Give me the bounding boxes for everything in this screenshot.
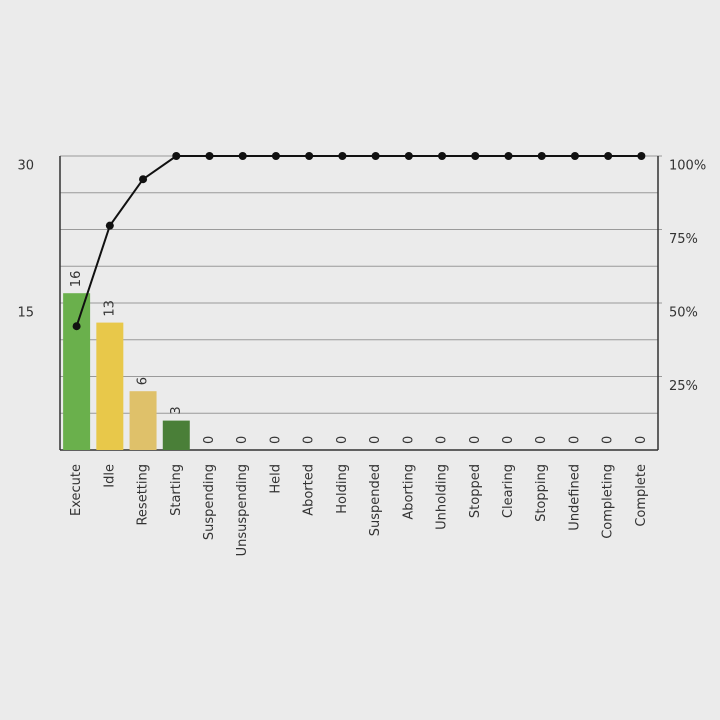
cumulative-point [72,322,81,331]
x-tick-label: Complete [634,464,649,527]
cumulative-point [371,152,380,160]
data-label: 0 [501,436,516,444]
cumulative-point [105,221,114,230]
data-label: 0 [435,436,450,444]
x-tick-label: Idle [102,464,117,488]
x-tick-label: Aborted [302,464,317,516]
x-tick-label: Holding [335,464,350,514]
x-tick-label: Unsuspending [235,464,250,556]
data-label: 13 [102,300,117,317]
data-label: 0 [202,436,217,444]
cumulative-point [570,152,579,160]
data-label: 0 [634,436,649,444]
data-label: 0 [468,436,483,444]
bar [129,391,157,450]
cumulative-point [404,152,413,160]
bar [63,293,91,450]
cumulative-point [238,152,247,160]
data-label: 0 [368,436,383,444]
cumulative-point [139,175,148,184]
x-tick-label: Unholding [435,464,450,530]
x-tick-label: Held [268,464,283,494]
y2-tick-label: 100% [669,159,706,174]
data-label: 16 [69,271,84,288]
cumulative-point [438,152,447,160]
y-tick-label: 30 [17,159,34,174]
x-tick-label: Suspending [202,464,217,540]
cumulative-point [172,152,181,160]
x-tick-label: Starting [169,464,184,516]
cumulative-point [205,152,214,160]
cumulative-point [471,152,480,160]
x-tick-label: Stopped [468,464,483,518]
x-tick-label: Resetting [136,464,151,526]
cumulative-line [75,155,642,327]
data-label: 3 [169,406,184,414]
y2-tick-label: 50% [669,306,698,321]
cumulative-point [504,152,513,160]
y-tick-label: 15 [17,306,34,321]
bar [96,322,124,450]
x-tick-label: Undefined [567,464,582,531]
cumulative-point [604,152,613,160]
bar [162,420,190,450]
y2-tick-label: 25% [669,379,698,394]
y2-tick-label: 75% [669,232,698,247]
x-tick-label: Execute [69,464,84,516]
x-tick-label: Suspended [368,464,383,536]
data-label: 0 [567,436,582,444]
data-label: 0 [401,436,416,444]
x-tick-label: Clearing [501,464,516,518]
x-tick-label: Stopping [534,464,549,522]
data-label: 0 [235,436,250,444]
x-tick-label: Aborting [401,464,416,520]
data-label: 0 [335,436,350,444]
data-label: 0 [302,436,317,444]
data-label: 0 [601,436,616,444]
data-label: 0 [268,436,283,444]
cumulative-point [637,152,646,160]
cumulative-point [305,152,314,160]
cumulative-point [537,152,546,160]
cumulative-point [271,152,280,160]
cumulative-point [338,152,347,160]
data-label: 0 [534,436,549,444]
data-label: 6 [136,377,151,385]
x-tick-label: Completing [601,464,616,539]
